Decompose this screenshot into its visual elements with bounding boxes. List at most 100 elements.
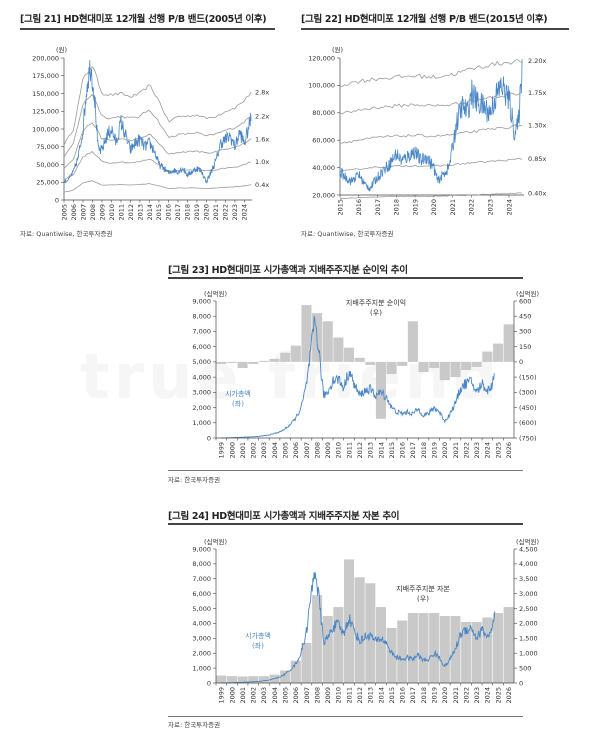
right-tick-label: (750) xyxy=(519,434,536,442)
bar-2019 xyxy=(429,613,440,683)
y-tick-label: 50,000 xyxy=(36,161,59,169)
bar-2012 xyxy=(354,577,365,683)
left-tick-label: 1,000 xyxy=(192,419,211,427)
right-tick-label: 150 xyxy=(519,343,531,351)
bar-2007 xyxy=(301,642,312,683)
bar-2013 xyxy=(365,361,376,365)
left-tick-label: 6,000 xyxy=(192,590,211,598)
pb-band-line xyxy=(339,124,523,144)
bar-2024 xyxy=(482,617,493,683)
y-tick-label: 175,000 xyxy=(32,72,59,80)
left-tick-label: 7,000 xyxy=(192,328,211,336)
price-line xyxy=(63,60,252,184)
x-tick-label: 2004 xyxy=(271,687,279,704)
bar-1999 xyxy=(216,361,227,364)
fig23-bottom-rule xyxy=(168,470,523,471)
x-tick-label: 2025 xyxy=(494,687,502,704)
y-tick-label: 40,000 xyxy=(312,164,335,172)
pb-band-line xyxy=(63,180,252,193)
x-tick-label: 2007 xyxy=(79,204,87,221)
x-tick-label: 2023 xyxy=(487,199,495,216)
pb-band-label: 2.20x xyxy=(528,57,546,65)
x-tick-label: 2014 xyxy=(377,442,385,459)
right-tick-label: (300) xyxy=(519,389,536,397)
x-tick-label: 2018 xyxy=(420,687,428,704)
y-tick-label: 150,000 xyxy=(32,90,59,98)
fig24-source: 자료: 한국투자증권 xyxy=(168,721,221,729)
right-tick-label: (150) xyxy=(519,373,536,381)
left-axis-unit: (십억원) xyxy=(204,289,227,298)
x-tick-label: 2009 xyxy=(98,204,106,221)
y-tick-label: 20,000 xyxy=(312,191,335,199)
x-tick-label: 2005 xyxy=(60,204,68,221)
bar-2003 xyxy=(258,676,269,683)
right-tick-label: 1,000 xyxy=(519,650,538,658)
fig24-bottom-rule xyxy=(168,716,523,717)
left-tick-label: 0 xyxy=(207,679,211,687)
pb-band-label: 2.2x xyxy=(255,113,269,121)
left-tick-label: 8,000 xyxy=(192,313,211,321)
x-tick-label: 2019 xyxy=(193,204,201,221)
x-tick-label: 2015 xyxy=(336,199,344,216)
bar-2003 xyxy=(258,360,269,362)
x-tick-label: 2002 xyxy=(250,687,258,704)
bar-2017 xyxy=(407,613,418,683)
bar-2001 xyxy=(237,676,248,683)
right-tick-label: 0 xyxy=(519,358,523,366)
pb-band-label: 1.30x xyxy=(528,122,546,130)
right-axis-unit: (십억원) xyxy=(516,537,539,546)
left-tick-label: 3,000 xyxy=(192,635,211,643)
x-tick-label: 2016 xyxy=(399,442,407,459)
x-tick-label: 2009 xyxy=(324,442,332,459)
x-tick-label: 2013 xyxy=(136,204,144,221)
right-tick-label: 0 xyxy=(519,679,523,687)
bar-2026 xyxy=(503,324,514,362)
pb-band-line xyxy=(340,192,523,199)
pb-band-label: 0.40x xyxy=(528,189,546,197)
x-tick-label: 2007 xyxy=(303,687,311,704)
bar-2005 xyxy=(280,670,291,683)
x-tick-label: 2005 xyxy=(281,687,289,704)
bar-2020 xyxy=(439,616,450,683)
right-tick-label: 1,500 xyxy=(519,635,538,643)
bar-2002 xyxy=(248,361,259,364)
right-tick-label: (600) xyxy=(519,419,536,427)
bar-2011 xyxy=(344,347,355,362)
x-tick-label: 2020 xyxy=(430,199,438,216)
bar-2005 xyxy=(280,352,291,362)
bar-2002 xyxy=(248,676,259,683)
bar-2015 xyxy=(386,361,397,375)
fig22-source: 자료: Quantiwise, 한국투자증권 xyxy=(301,230,394,238)
bar-2000 xyxy=(226,676,237,683)
left-tick-label: 6,000 xyxy=(192,343,211,351)
x-tick-label: 2006 xyxy=(70,204,78,221)
x-tick-label: 2026 xyxy=(505,687,513,704)
bar-2021 xyxy=(450,616,461,683)
bar-2010 xyxy=(333,337,344,362)
x-tick-label: 2011 xyxy=(345,442,353,459)
x-tick-label: 2012 xyxy=(127,204,135,221)
pb-band-line xyxy=(63,66,252,146)
bar-2007 xyxy=(301,305,312,362)
x-tick-label: 2010 xyxy=(108,204,116,221)
left-tick-label: 4,000 xyxy=(192,620,211,628)
x-tick-label: 2009 xyxy=(324,687,332,704)
fig21-title-rule xyxy=(20,28,275,30)
x-tick-label: 2019 xyxy=(430,442,438,459)
x-tick-label: 2013 xyxy=(367,687,375,704)
bar-2014 xyxy=(375,607,386,683)
x-tick-label: 2016 xyxy=(399,687,407,704)
y-axis-unit: (원) xyxy=(332,45,343,54)
left-tick-label: 4,000 xyxy=(192,373,211,381)
pb-band-label: 1.6x xyxy=(255,135,269,143)
fig24-title: [그림 24] HD현대미포 시가총액과 지배주주지분 자본 추이 xyxy=(168,511,400,522)
y-tick-label: 200,000 xyxy=(32,54,59,62)
x-tick-label: 2023 xyxy=(231,204,239,221)
line-series-label-sub: (좌) xyxy=(232,399,244,408)
x-tick-label: 2016 xyxy=(165,204,173,221)
x-tick-label: 2019 xyxy=(430,687,438,704)
x-tick-label: 2020 xyxy=(441,687,449,704)
x-tick-label: 2021 xyxy=(452,442,460,459)
pb-band-label: 1.75x xyxy=(528,89,546,97)
fig22-title: [그림 22] HD현대미포 12개월 선행 P/B 밴드(2015년 이후) xyxy=(301,14,548,25)
